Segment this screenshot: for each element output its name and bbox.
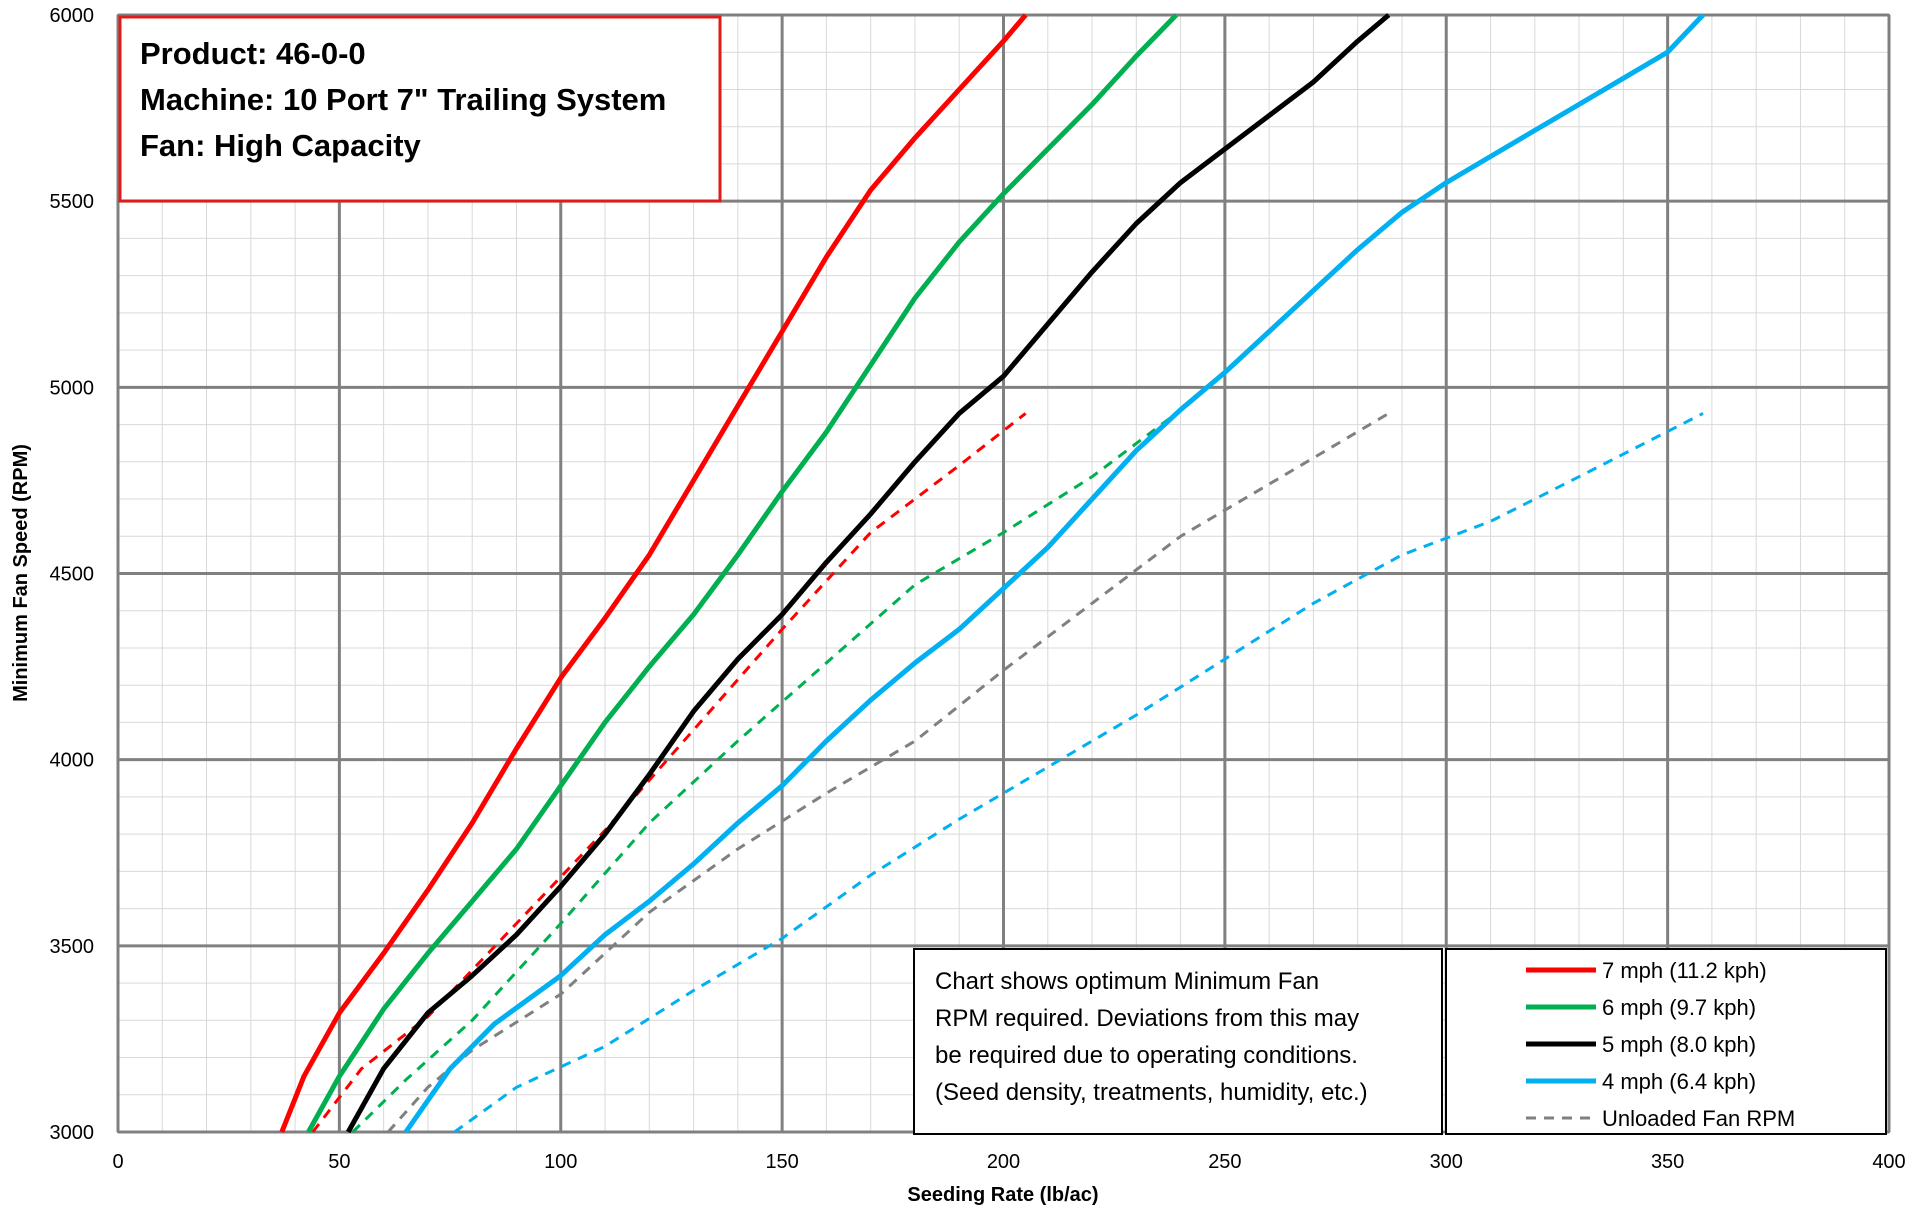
series-line-4-solid [403,13,1705,1134]
x-axis-title: Seeding Rate (lb/ac) [907,1184,1098,1206]
y-tick-label: 4000 [50,750,95,772]
series-line-dashed [351,412,1178,1134]
x-tick-label: 100 [544,1151,577,1173]
note-line-1: Chart shows optimum Minimum Fan [935,968,1319,995]
legend-items: 7 mph (11.2 kph) 6 mph (9.7 kph) 5 mph (8.… [1526,958,1795,1131]
note-line-4: (Seed density, treatments, humidity, etc… [935,1079,1368,1106]
legend-label: 7 mph (11.2 kph) [1602,958,1767,983]
legend-label: Unloaded Fan RPM [1602,1106,1795,1131]
info-box: Product: 46-0-0 Machine: 10 Port 7" Trai… [118,15,722,203]
legend-border [1445,948,1887,1135]
info-product: Product: 46-0-0 [140,36,366,71]
legend-label: 5 mph (8.0 kph) [1602,1032,1756,1057]
y-axis-tick-labels: 3000 3500 4000 4500 5000 5500 6000 [50,5,95,1144]
y-tick-label: 3000 [50,1122,95,1144]
series-line-5-solid [346,13,1391,1134]
series-lines [279,13,1705,1134]
note-box: Chart shows optimum Minimum Fan RPM requ… [913,948,1443,1135]
note-line-2: RPM required. Deviations from this may [935,1005,1359,1032]
series-line-dashed [453,412,1704,1134]
x-tick-label: 250 [1208,1151,1241,1173]
series-line-Unloaded-dashed [386,412,1390,1133]
legend-label: 4 mph (6.4 kph) [1602,1069,1756,1094]
y-tick-label: 5500 [50,191,95,213]
x-tick-label: 0 [112,1151,123,1173]
series-line-7-solid [279,13,1028,1133]
x-tick-label: 300 [1430,1151,1463,1173]
note-line-3: be required due to operating conditions. [935,1042,1358,1069]
series-line-dashed [311,412,1027,1133]
x-tick-label: 150 [765,1151,798,1173]
legend-label: 6 mph (9.7 kph) [1602,995,1756,1020]
x-tick-label: 200 [987,1151,1020,1173]
info-box-border [118,15,722,203]
x-tick-label: 350 [1651,1151,1684,1173]
x-tick-label: 400 [1872,1151,1905,1173]
y-axis-title: Minimum Fan Speed (RPM) [10,444,32,702]
info-machine: Machine: 10 Port 7" Trailing System [140,82,666,117]
note-box-border [913,948,1443,1135]
y-tick-label: 5000 [50,377,95,399]
y-tick-label: 4500 [50,564,95,586]
x-tick-label: 50 [328,1151,350,1173]
legend: 7 mph (11.2 kph) 6 mph (9.7 kph) 5 mph (8.… [1445,948,1887,1135]
y-tick-label: 6000 [50,5,95,27]
info-fan: Fan: High Capacity [140,128,422,163]
series-line-6-solid [306,13,1178,1134]
y-tick-label: 3500 [50,936,95,958]
x-axis-tick-labels: 0 50 100 150 200 250 300 350 400 [112,1151,1905,1173]
